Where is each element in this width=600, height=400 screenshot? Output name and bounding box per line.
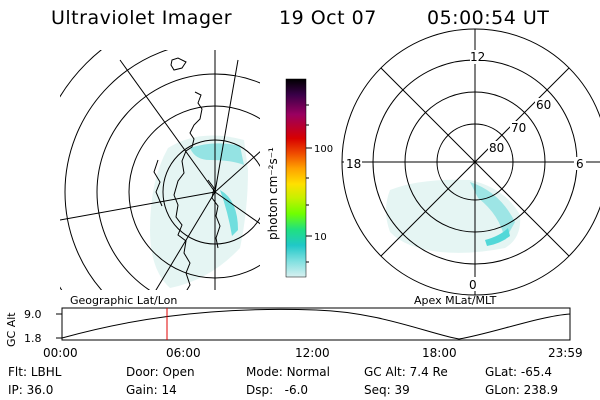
status-flt: Flt: LBHL [8, 365, 62, 379]
geo-coord-label: Geographic Lat/Lon [70, 294, 177, 307]
status-gcalt: GC Alt: 7.4 Re [364, 365, 448, 379]
status-gain: Gain: 14 [126, 383, 177, 397]
status-mode: Mode: Normal [246, 365, 330, 379]
status-dsp: Dsp: -6.0 [246, 383, 309, 397]
status-glon: GLon: 238.9 [485, 383, 558, 397]
lat-label-80: 80 [489, 141, 504, 155]
status-glat: GLat: -65.4 [485, 365, 552, 379]
lat-label-70: 70 [511, 121, 526, 135]
mlt-label-12: 12 [470, 50, 485, 64]
date-label: 19 Oct 07 [279, 7, 377, 29]
altitude-chart: 9.0 1.8 GC Alt 00:00 06:00 12:00 18:00 2… [5, 307, 583, 360]
polar-plot: 12 18 6 0 60 70 80 [341, 28, 600, 296]
alt-xtick-0600: 06:00 [166, 346, 201, 360]
colorbar-tick-10: 10 [314, 232, 327, 243]
time-label: 05:00:54 UT [427, 7, 550, 29]
alt-xtick-1200: 12:00 [295, 346, 330, 360]
altitude-curve [61, 308, 571, 340]
mlt-label-0: 0 [469, 278, 477, 292]
alt-ytick-1.8: 1.8 [24, 332, 42, 345]
alt-xtick-1800: 18:00 [422, 346, 457, 360]
apex-coord-label: Apex MLat/MLT [414, 294, 497, 307]
lat-label-60: 60 [536, 98, 551, 112]
mlt-label-6: 6 [576, 157, 584, 171]
alt-xtick-2359: 23:59 [548, 346, 583, 360]
alt-xtick-0000: 00:00 [43, 346, 78, 360]
geographic-map [60, 50, 260, 290]
aurora-oval-geo [190, 143, 244, 165]
status-door: Door: Open [126, 365, 195, 379]
status-seq: Seq: 39 [364, 383, 410, 397]
mlt-label-18: 18 [346, 157, 361, 171]
colorbar-unit: photon cm⁻²s⁻¹ [266, 147, 280, 240]
alt-ylabel: GC Alt [5, 312, 18, 347]
aurora-emission-geo [150, 135, 248, 288]
status-ip: IP: 36.0 [8, 383, 54, 397]
color-bar: 100 10 photon cm⁻²s⁻¹ [266, 78, 333, 278]
coastline [170, 57, 203, 290]
alt-ytick-9: 9.0 [24, 308, 42, 321]
instrument-title: Ultraviolet Imager [51, 7, 233, 29]
colorbar-tick-100: 100 [314, 144, 333, 155]
